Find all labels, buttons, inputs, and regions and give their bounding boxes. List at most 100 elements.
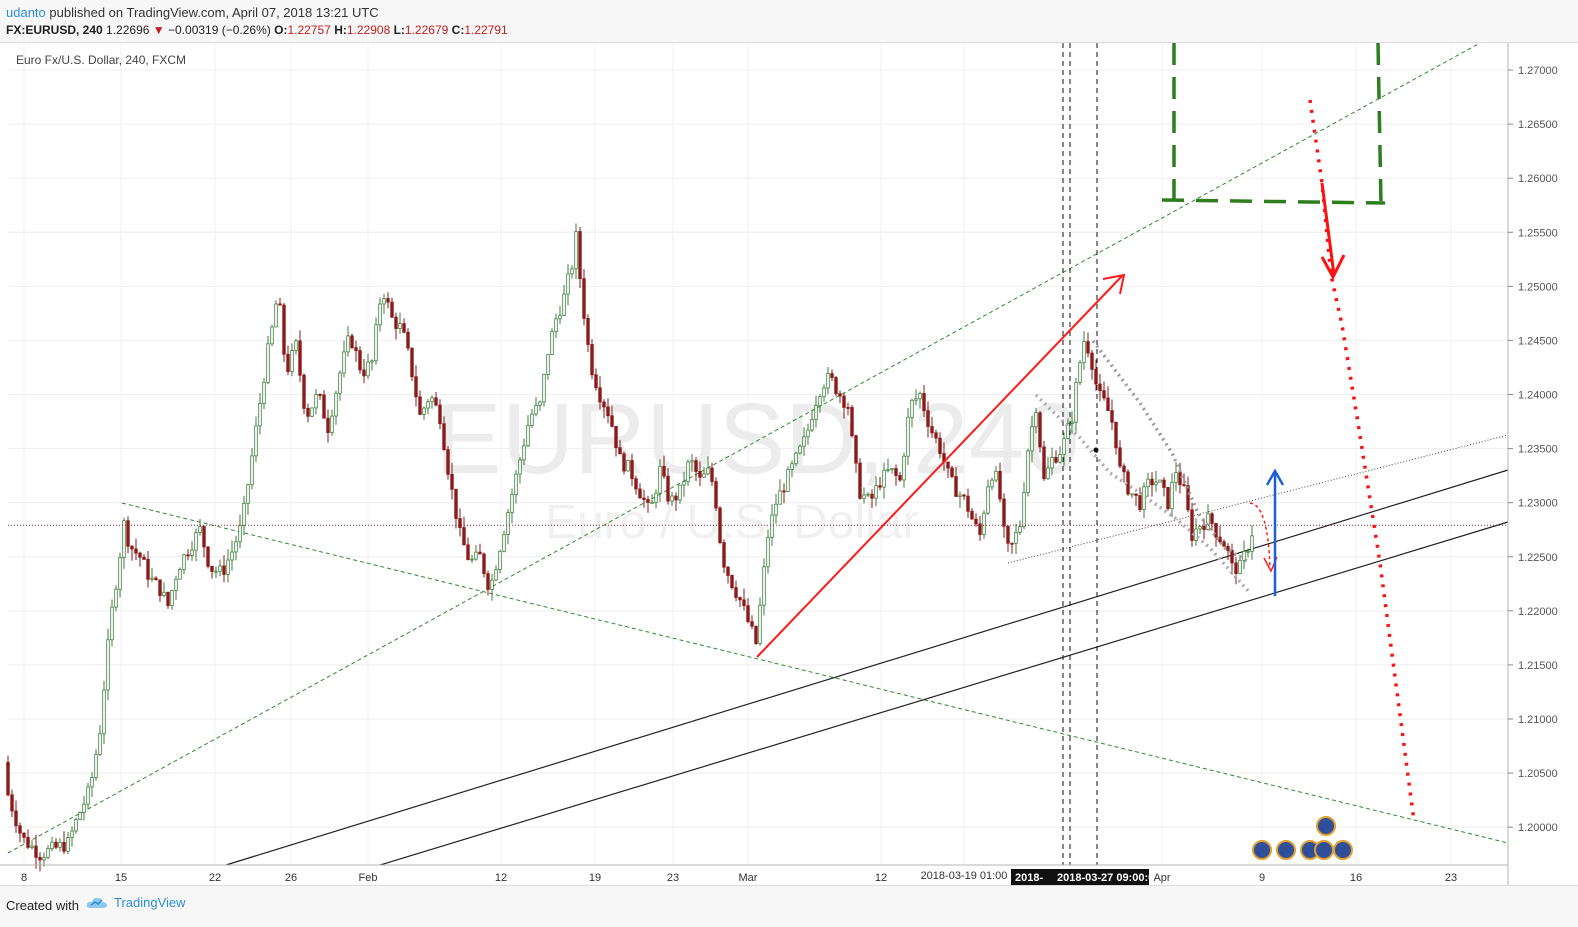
candle-body [622, 453, 626, 472]
candle-body [762, 566, 766, 606]
candle-body [534, 405, 538, 415]
y-tick-label: 1.23000 [1518, 498, 1558, 510]
candle-body [354, 347, 358, 351]
candle-body [430, 397, 434, 403]
candle-body [850, 407, 854, 437]
candle-body [130, 545, 134, 550]
candle-body [278, 303, 282, 306]
candle-body [790, 463, 794, 470]
candle-body [1222, 541, 1226, 547]
candle-body [970, 510, 974, 520]
candle-body [182, 554, 186, 570]
price-chart[interactable]: EURUSD, 240 Euro / U.S. Dollar Euro Fx/U… [0, 43, 1578, 885]
chart-header: udanto published on TradingView.com, Apr… [0, 0, 1578, 43]
candle-body [1202, 525, 1206, 530]
candle-body [254, 425, 258, 457]
candle-body [162, 591, 166, 596]
x-tick-label: 16 [1350, 872, 1362, 884]
candle-body [1014, 531, 1018, 544]
candle-body [998, 470, 1002, 500]
candle-body [562, 293, 566, 316]
candle-body [414, 376, 418, 398]
crosshair-date-badge [1011, 869, 1149, 885]
open-value: 1.22757 [287, 23, 331, 37]
candle-body [726, 566, 730, 576]
green-falling-dashed-line [121, 502, 1509, 844]
candle-body [346, 335, 350, 353]
candle-body [506, 512, 510, 535]
red-rising-arrow-head [1102, 273, 1126, 295]
tradingview-link[interactable]: TradingView [86, 895, 186, 910]
candle-body [946, 461, 950, 469]
candle-body [702, 473, 706, 478]
candle-body [1198, 525, 1202, 530]
candle-body [974, 518, 978, 525]
candle-body [814, 405, 818, 420]
candle-body [978, 523, 982, 535]
y-tick-label: 1.24500 [1518, 335, 1558, 347]
candle-body [754, 625, 758, 644]
candle-body [158, 579, 162, 596]
candle-body [642, 497, 646, 500]
candle-body [750, 621, 754, 627]
candle-body [450, 473, 454, 490]
candle-body [786, 468, 790, 492]
candle-body [458, 518, 462, 529]
candle-body [110, 606, 114, 641]
candle-body [234, 541, 238, 553]
candle-body [1090, 352, 1094, 370]
candle-body [834, 377, 838, 395]
candle-body [906, 416, 910, 457]
candle-body [546, 354, 550, 375]
candle-body [1034, 412, 1038, 428]
candle-body [54, 841, 58, 848]
down-triangle-icon: ▼ [152, 23, 165, 37]
candle-body [230, 551, 234, 561]
candle-body [134, 548, 138, 554]
candle-body [638, 488, 642, 499]
candle-body [1010, 542, 1014, 545]
author-link[interactable]: udanto [6, 5, 46, 20]
candle-body [1046, 467, 1050, 480]
candle-body [338, 372, 342, 394]
candle-body [166, 591, 170, 606]
candle-body [722, 542, 726, 568]
candle-body [898, 475, 902, 481]
economic-event-icon [1314, 840, 1334, 860]
candle-body [218, 565, 222, 572]
candle-body [554, 318, 558, 333]
candle-body [222, 565, 226, 575]
candle-body [962, 494, 966, 497]
crosshair-date-label: 2018-03-27 09:00:00 [1057, 872, 1160, 884]
candle-body [918, 393, 922, 400]
candle-body [370, 360, 374, 363]
x-tick-label: Mar [739, 872, 758, 884]
economic-event-icon [1316, 816, 1336, 836]
x-tick-label: 26 [285, 872, 297, 884]
candle-body [818, 396, 822, 406]
created-with-text: Created with [6, 898, 79, 913]
candle-body [666, 475, 670, 502]
candle-body [1170, 481, 1174, 510]
candle-body [298, 340, 302, 376]
candle-body [586, 317, 590, 345]
x-tick-label: 8 [21, 872, 27, 884]
candle-body [514, 473, 518, 496]
candle-body [146, 559, 150, 580]
x-tick-label: 19 [589, 872, 601, 884]
candle-body [1002, 498, 1006, 527]
candle-body [982, 512, 986, 535]
candle-body [1114, 421, 1118, 449]
candle-body [286, 353, 290, 372]
candle-body [878, 485, 882, 488]
high-value: 1.22908 [346, 23, 391, 37]
candle-body [590, 344, 594, 376]
candle-body [406, 331, 410, 349]
candle-body [538, 401, 542, 406]
candle-body [1246, 550, 1250, 553]
candle-body [322, 394, 326, 419]
chart-area[interactable]: EURUSD, 240 Euro / U.S. Dollar Euro Fx/U… [0, 43, 1578, 885]
candle-body [830, 373, 834, 378]
y-tick-label: 1.26000 [1518, 173, 1558, 185]
candle-body [886, 469, 890, 472]
